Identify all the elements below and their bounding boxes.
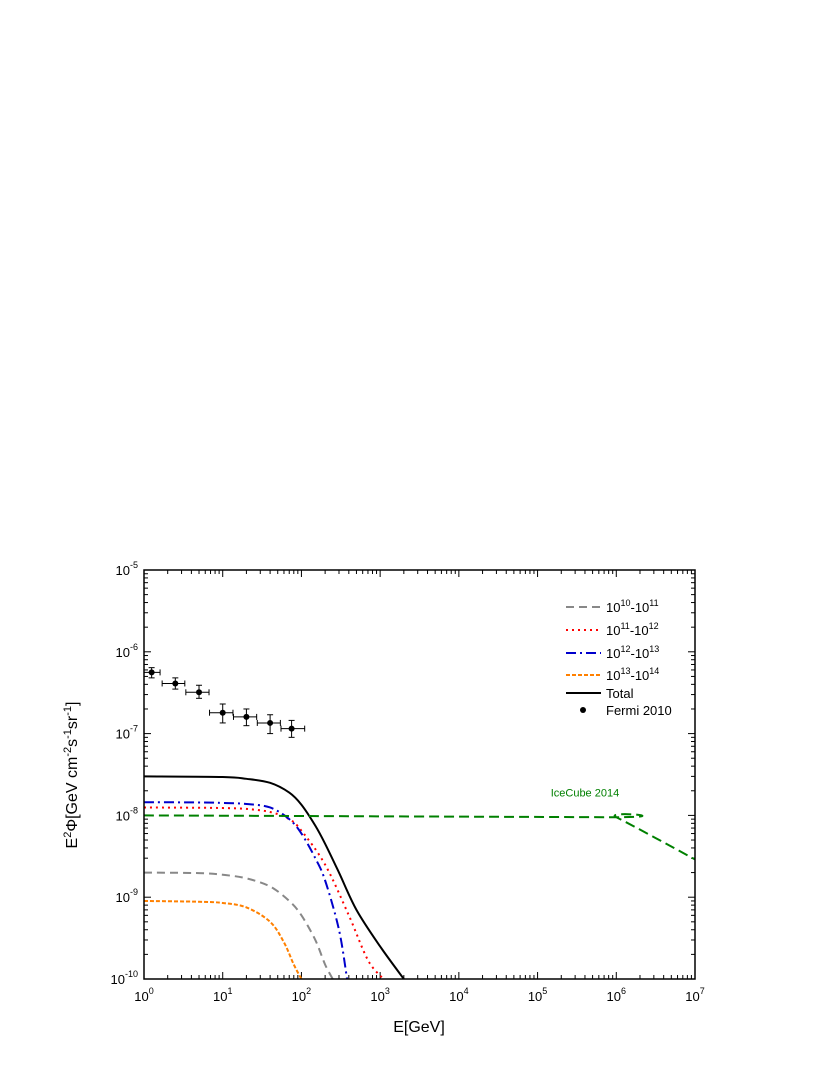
legend-item-1e13-1e14: 1013-1014 [566,666,659,683]
fermi-marker [288,725,295,732]
legend-marker [580,707,586,713]
x-tick-label: 101 [213,986,232,1004]
fermi-data-points [143,667,306,738]
legend-label: 1012-1013 [606,644,659,661]
y-tick-label: 10-6 [116,642,138,660]
series-line-5 [144,813,695,861]
icecube-annotation: IceCube 2014 [551,788,620,800]
fermi-marker [148,669,155,676]
fermi-point [256,714,281,735]
y-tick-label: 10-8 [116,805,138,823]
fermi-marker [243,713,250,720]
legend-item-1e11-1e12: 1011-1012 [566,621,659,638]
legend-label: Fermi 2010 [606,703,672,718]
series-line-1 [144,806,385,979]
plot-frame [143,569,696,980]
legend-item-1e10-1e11: 1010-1011 [566,598,659,615]
fermi-point [161,677,186,690]
series-line-3 [144,899,303,979]
x-tick-label: 105 [528,986,547,1004]
series-lines [144,775,695,979]
legend-item-total: Total [566,686,634,701]
series-line-4 [144,775,405,979]
x-tick-label: 104 [449,986,468,1004]
x-tick-label: 106 [607,986,626,1004]
fermi-marker [196,689,203,696]
legend: 1010-1011 1011-1012 1012-1013 1013-1014 … [566,598,672,718]
legend-label: 1013-1014 [606,666,659,683]
legend-item-1e12-1e13: 1012-1013 [566,644,659,661]
x-axis-title: E[GeV] [393,1019,445,1036]
fermi-marker [267,719,274,726]
x-tick-label: 107 [685,986,704,1004]
x-tick-label: 102 [292,986,311,1004]
x-tick-label: 103 [370,986,389,1004]
fermi-point [232,708,258,727]
legend-item-fermi: Fermi 2010 [580,703,672,718]
fermi-point [185,684,210,699]
fermi-point [280,719,306,738]
y-tick-label: 10-10 [111,969,138,987]
fermi-marker [219,709,226,716]
legend-label: Total [606,686,634,701]
x-tick-label: 100 [134,986,153,1004]
fermi-marker [172,680,179,687]
y-tick-label: 10-9 [116,887,138,905]
y-tick-label: 10-7 [116,724,138,742]
series-line-0 [144,871,334,979]
fermi-point [143,667,161,679]
tick-labels: 100 101 102 103 104 105 106 107 10-10 10-9 10-8 10-… [111,560,705,1004]
legend-label: 1010-1011 [606,598,659,615]
series-line-2 [144,801,349,979]
y-tick-label: 10-5 [116,560,138,578]
y-axis-title: E2Φ[GeV cm-2s-1sr-1] [62,702,81,849]
legend-label: 1011-1012 [606,621,659,638]
fermi-point [209,703,234,724]
